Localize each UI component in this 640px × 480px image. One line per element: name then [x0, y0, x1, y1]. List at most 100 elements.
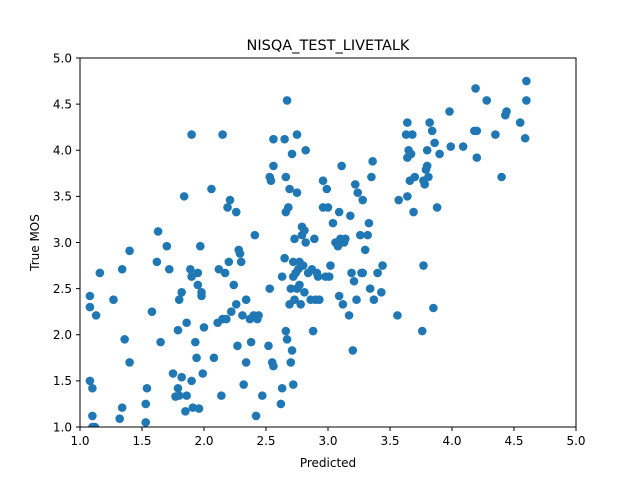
scatter-point [214, 264, 224, 274]
scatter-point [236, 257, 246, 267]
scatter-point [295, 280, 304, 290]
scatter-point [209, 353, 219, 363]
scatter-point [429, 303, 438, 313]
scatter-point [226, 307, 236, 316]
scatter-point [430, 138, 439, 148]
scatter-point [347, 268, 356, 278]
scatter-point [173, 383, 183, 393]
x-axis-label: Predicted [300, 456, 356, 470]
scatter-point [471, 84, 480, 93]
scatter-point [125, 358, 134, 367]
scatter-point [141, 418, 151, 427]
scatter-point [117, 264, 127, 274]
scatter-point [377, 288, 386, 297]
scatter-point [174, 391, 184, 400]
scatter-point [368, 157, 377, 166]
scatter-point [235, 249, 245, 258]
scatter-point [323, 203, 333, 212]
scatter-point [300, 226, 309, 235]
scatter-point [358, 268, 368, 278]
scatter-point [257, 391, 267, 400]
scatter-point [198, 369, 208, 378]
scatter-point [194, 404, 204, 413]
scatter-point [287, 149, 297, 159]
scatter-point [288, 257, 298, 267]
scatter-point [115, 414, 124, 424]
scatter-point [322, 184, 332, 194]
scatter-point [427, 126, 437, 136]
scatter-point [334, 207, 344, 217]
scatter-point [301, 145, 310, 155]
scatter-point [85, 291, 95, 301]
scatter-point [288, 380, 298, 389]
scatter-point [168, 369, 178, 378]
points-layer [85, 76, 531, 427]
y-tick-label: 4.5 [53, 97, 72, 111]
x-tick-label: 3.0 [318, 434, 337, 448]
scatter-point [231, 300, 241, 309]
scatter-point [266, 176, 276, 185]
scatter-point [125, 246, 134, 256]
scatter-point [298, 261, 308, 270]
scatter-point [265, 284, 275, 293]
scatter-point [217, 391, 226, 400]
scatter-point [410, 172, 420, 182]
scatter-point [250, 230, 260, 240]
x-tick-label: 1.5 [132, 434, 151, 448]
scatter-point [193, 268, 203, 278]
scatter-point [292, 130, 302, 139]
scatter-point [85, 302, 95, 312]
scatter-point [393, 311, 402, 320]
scatter-point [355, 230, 365, 240]
scatter-point [326, 261, 335, 270]
x-tick-label: 5.0 [566, 434, 585, 448]
scatter-point [246, 337, 256, 347]
scatter-point [280, 134, 289, 144]
y-tick-label: 2.0 [53, 328, 72, 342]
scatter-point [142, 383, 152, 393]
scatter-point [90, 422, 100, 427]
scatter-point [435, 149, 444, 159]
scatter-point [328, 218, 338, 228]
scatter-point [241, 358, 251, 367]
scatter-point [290, 234, 299, 244]
scatter-point [365, 284, 375, 293]
scatter-point [369, 295, 379, 304]
scatter-point [422, 145, 432, 155]
scatter-point [520, 133, 530, 143]
scatter-point [353, 188, 363, 197]
scatter-point [195, 241, 205, 251]
scatter-point [241, 295, 251, 304]
scatter-point [85, 376, 95, 386]
scatter-point [350, 180, 360, 189]
scatter-point [277, 272, 287, 281]
scatter-point [181, 407, 190, 416]
scatter-point [315, 295, 324, 304]
scatter-point [141, 399, 151, 409]
scatter-point [277, 383, 287, 393]
scatter-point [147, 307, 157, 316]
scatter-point [358, 195, 368, 205]
scatter-point [341, 234, 350, 244]
scatter-point [269, 161, 278, 171]
scatter-point [225, 195, 235, 205]
scatter-point [472, 153, 482, 162]
y-tick-label: 1.5 [53, 374, 72, 388]
scatter-point [346, 211, 355, 221]
scatter-point [182, 318, 191, 328]
x-tick-label: 1.0 [70, 434, 89, 448]
scatter-point [285, 184, 294, 194]
scatter-point [337, 161, 346, 171]
y-tick-label: 3.5 [53, 190, 72, 204]
y-ticks: 1.0 1.5 2.0 2.5 3.0 3.5 4.0 4.5 5.0 [53, 51, 80, 434]
scatter-point [394, 195, 403, 205]
scatter-point [360, 245, 370, 255]
scatter-point [324, 272, 334, 281]
scatter-point [352, 295, 361, 304]
scatter-point [292, 188, 302, 197]
scatter-point [482, 96, 492, 105]
scatter-point [286, 284, 296, 293]
scatter-point [233, 341, 242, 351]
